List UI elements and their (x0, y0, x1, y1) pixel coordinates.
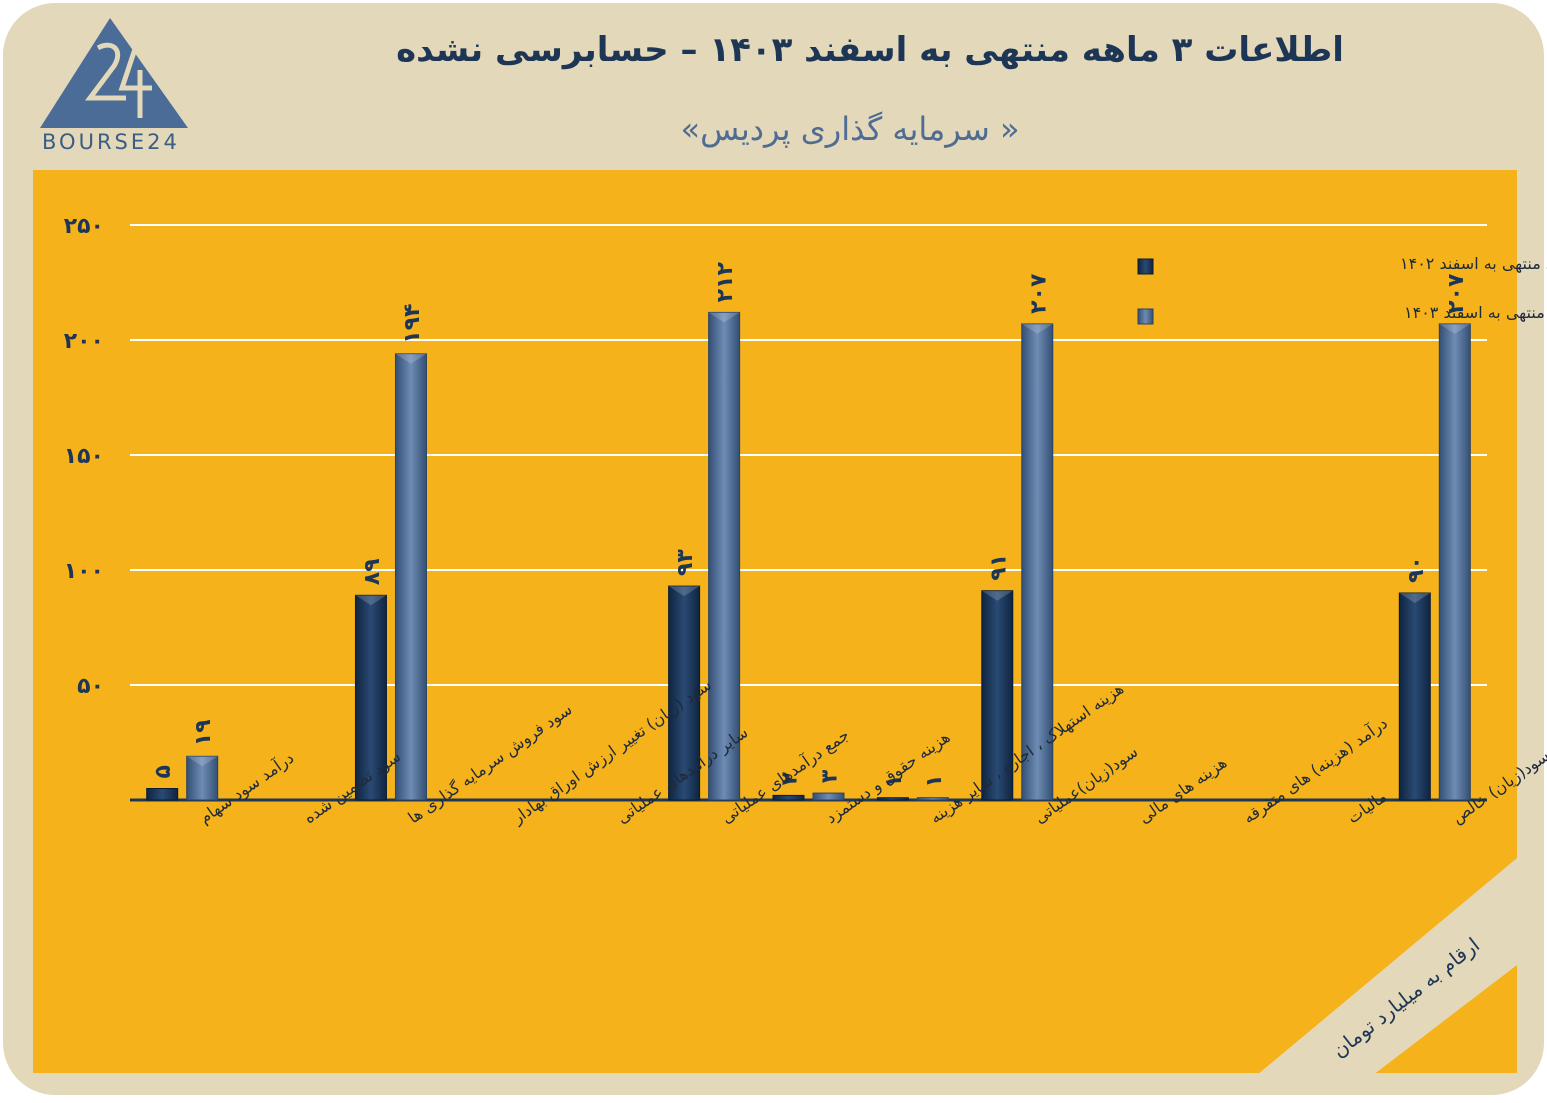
category-label: سود تضمین شده (300, 746, 405, 828)
bar-1403 (1438, 323, 1471, 801)
bar-value-label: ۲۰۷ (1026, 273, 1051, 314)
logo-wordmark: BOURSE24 (42, 130, 180, 154)
bar-value-label: ۸۹ (360, 558, 385, 585)
page-title: اطلاعات ۳ ماهه منتهی به اسفند ۱۴۰۳ – حسا… (396, 30, 1344, 70)
bourse24-logo (40, 18, 188, 128)
bar-cap (1439, 323, 1471, 334)
bar-value-label: ۲۱۲ (713, 262, 738, 303)
bar-1403 (812, 792, 845, 801)
legend-label-1403: عملکرد منتهی به اسفند ۱۴۰۳ (1404, 303, 1547, 323)
category-label: سود فروش سرمایه گذاری ها (404, 700, 576, 829)
bar-value-label: ۲۰۷ (1444, 273, 1469, 314)
bar-value-label: ۳ (818, 769, 843, 783)
bar-cap (355, 595, 387, 606)
units-note-ribbon: ارقام به میلیارد تومان (1245, 858, 1517, 1085)
legend-swatch-1403 (1137, 308, 1154, 325)
bar-cap (668, 586, 700, 597)
bar-value-label: ۵ (151, 765, 176, 778)
bar-1402 (1398, 592, 1431, 801)
category-label: هزینه های مالی (1135, 753, 1231, 828)
bar-value-label: ۲ (778, 771, 803, 785)
bar-1402 (876, 797, 909, 801)
bar-1403 (708, 311, 741, 801)
bar-1402 (668, 585, 701, 801)
bar-cap (1021, 323, 1053, 334)
bar-1402 (354, 594, 387, 801)
bar-1403 (186, 755, 219, 801)
bar-1403 (394, 353, 427, 801)
legend-swatch-1402 (1137, 258, 1154, 275)
bar-value-label: ۹۳ (673, 549, 698, 576)
bar-cap (395, 353, 427, 364)
bar-1402 (981, 590, 1014, 801)
legend: عملکرد منتهی به اسفند ۱۴۰۲ عملکرد منتهی … (1137, 254, 1547, 325)
chart-panel (33, 170, 1517, 1073)
bar-cap (186, 756, 218, 767)
bar-cap (1399, 593, 1431, 603)
category-label: مالیات (1344, 787, 1390, 827)
legend-label-1402: عملکرد منتهی به اسفند ۱۴۰۲ (1400, 254, 1547, 274)
bar-1403 (1021, 323, 1054, 801)
y-tick-label: ۱۰۰ (64, 559, 104, 584)
y-tick-label: ۲۵۰ (64, 214, 104, 239)
bar-1403 (916, 797, 949, 801)
bar-value-label: ۱۹ (191, 719, 216, 746)
bar-value-label: ۹۰ (1404, 556, 1429, 583)
page-subtitle: « سرمایه گذاری پردیس» (680, 110, 1020, 148)
bar-1402 (772, 794, 805, 801)
bar-value-label: ۱۹۴ (400, 304, 425, 344)
bar-value-label: ۱ (882, 774, 907, 787)
bar-cap (708, 312, 740, 323)
bar-value-label: ۱ (922, 774, 947, 787)
y-tick-label: ۲۰۰ (64, 329, 104, 354)
y-tick-label: ۵۰ (77, 674, 104, 699)
bar-1402 (146, 788, 179, 801)
bar-value-label: ۹۱ (986, 554, 1011, 581)
y-tick-label: ۱۵۰ (64, 444, 104, 469)
bar-cap (981, 590, 1013, 601)
